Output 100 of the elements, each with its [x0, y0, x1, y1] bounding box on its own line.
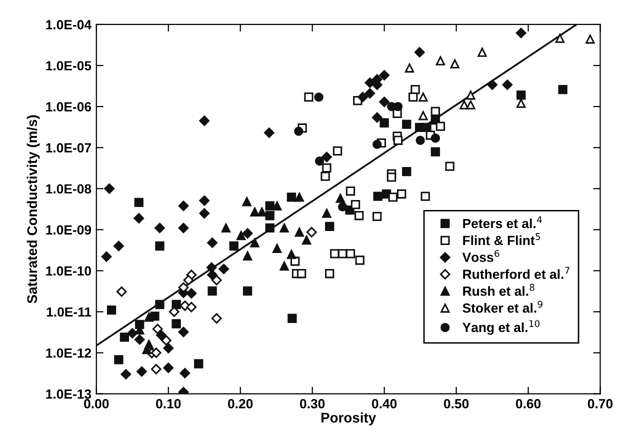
point	[336, 194, 345, 203]
point	[206, 262, 217, 273]
point	[304, 92, 314, 102]
point	[502, 80, 513, 90]
point	[106, 305, 116, 315]
point	[101, 251, 112, 262]
point	[373, 192, 382, 201]
point	[466, 90, 476, 100]
point	[478, 48, 487, 57]
x-tick-label: 0.30	[300, 399, 325, 408]
x-tick-label: 0.50	[444, 399, 469, 408]
point	[314, 92, 324, 102]
point	[306, 226, 317, 238]
point	[154, 222, 165, 234]
point	[418, 92, 428, 102]
x-tick-label: 0.00	[84, 399, 109, 408]
x-tick-label: 0.20	[228, 399, 253, 408]
point	[178, 222, 189, 234]
point	[207, 270, 218, 280]
x-tick-label: 0.40	[372, 399, 397, 408]
point	[178, 200, 189, 212]
point	[229, 241, 238, 251]
point	[422, 122, 432, 132]
point	[211, 313, 222, 324]
point	[236, 230, 246, 240]
y-tick-label: 1.0E-13	[46, 389, 92, 399]
point	[211, 274, 222, 286]
point	[155, 300, 164, 310]
point	[294, 192, 304, 202]
point	[346, 186, 356, 196]
point	[380, 118, 389, 128]
y-tick-label: 1.0E-11	[46, 307, 92, 317]
point	[178, 326, 189, 338]
point	[430, 134, 440, 143]
point	[116, 286, 127, 297]
point	[379, 70, 390, 80]
point	[294, 228, 304, 237]
point	[272, 244, 282, 253]
point	[163, 342, 174, 354]
point	[250, 238, 260, 248]
point	[418, 111, 428, 120]
point	[150, 364, 162, 374]
point	[354, 211, 364, 220]
point	[296, 269, 306, 278]
point	[379, 96, 390, 108]
point	[194, 359, 204, 368]
point	[386, 172, 396, 182]
point	[134, 334, 145, 345]
point	[393, 102, 403, 112]
y-tick-label: 1.0E-06	[46, 102, 92, 112]
point	[183, 274, 194, 286]
point	[186, 302, 197, 312]
point	[286, 250, 296, 259]
x-tick-label: 0.10	[156, 399, 181, 408]
legend-label: Stoker et al.$^{9}$	[462, 300, 542, 313]
point	[364, 78, 376, 88]
legend-label: Peters et al.$^{4}$	[463, 216, 542, 228]
point	[242, 228, 253, 239]
point	[280, 223, 289, 233]
point	[558, 84, 568, 94]
point	[294, 126, 304, 136]
point	[346, 249, 356, 258]
point	[136, 366, 147, 377]
point	[404, 63, 414, 73]
point	[208, 286, 217, 296]
point	[430, 106, 440, 116]
point	[436, 122, 446, 131]
y-tick-label: 1.0E-07	[46, 143, 91, 152]
y-tick-label: 1.0E-08	[46, 184, 92, 194]
point	[450, 59, 460, 68]
point	[445, 162, 454, 171]
point	[120, 369, 132, 380]
y-tick-label: 1.0E-04	[46, 20, 92, 30]
point	[150, 348, 162, 358]
point	[436, 56, 446, 66]
point	[355, 256, 364, 265]
y-tick-label: 1.0E-09	[46, 225, 92, 235]
point	[134, 213, 144, 224]
point	[396, 189, 406, 199]
point	[288, 314, 297, 323]
point	[120, 332, 130, 342]
point	[322, 208, 332, 218]
point	[199, 195, 210, 206]
point	[242, 286, 252, 296]
point	[586, 34, 595, 44]
point	[330, 249, 340, 258]
legend-label: Voss$^{6}$	[462, 250, 500, 262]
point	[250, 207, 260, 217]
point	[430, 147, 440, 156]
point	[358, 92, 368, 102]
point	[207, 238, 218, 248]
point	[172, 300, 181, 310]
point	[186, 288, 197, 299]
point	[320, 172, 330, 181]
legend-label: Rutherford et al.$^{7}$	[463, 267, 570, 279]
point	[199, 116, 210, 126]
point	[221, 223, 231, 233]
point	[218, 264, 229, 274]
point	[257, 207, 267, 217]
point	[127, 328, 138, 338]
